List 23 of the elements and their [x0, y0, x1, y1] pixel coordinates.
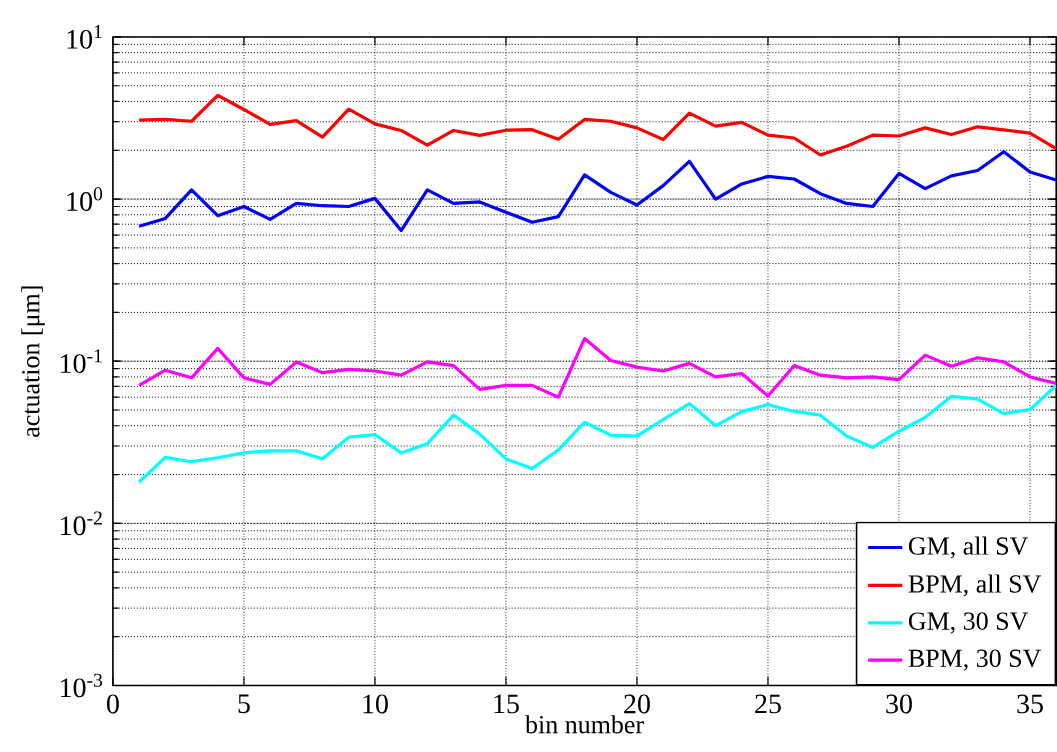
line-series: [137, 336, 1057, 399]
x-tick-label: 25: [755, 694, 781, 714]
legend-label: BPM, 30 SV: [908, 649, 1042, 671]
x-tick-label: 15: [494, 694, 519, 714]
line-series: [137, 93, 1057, 157]
x-tick-label: 35: [1017, 694, 1043, 714]
y-tick-label: 10$^{-3}$: [61, 673, 103, 698]
x-tick-label: 20: [624, 694, 650, 714]
x-tick-label: 5: [238, 694, 250, 713]
x-axis-title: bin number: [525, 714, 644, 734]
legend-label: BPM, all SV: [908, 574, 1042, 597]
x-tick-label: 10: [363, 694, 388, 714]
y-tick-label: 10$^{1}$: [67, 24, 102, 49]
line-series: [137, 383, 1057, 484]
x-tick-label: 0: [106, 694, 119, 714]
y-axis-title: actuation [μm]: [21, 286, 45, 437]
y-tick-label: 10$^{-1}$: [61, 349, 102, 373]
x-tick-label: 30: [886, 694, 912, 714]
legend-label: GM, 30 SV: [908, 612, 1029, 634]
legend-label: GM, all SV: [908, 536, 1029, 559]
line-series: [137, 149, 1057, 232]
y-tick-label: 10$^{0}$: [67, 186, 103, 211]
y-tick-label: 10$^{-2}$: [61, 511, 102, 535]
